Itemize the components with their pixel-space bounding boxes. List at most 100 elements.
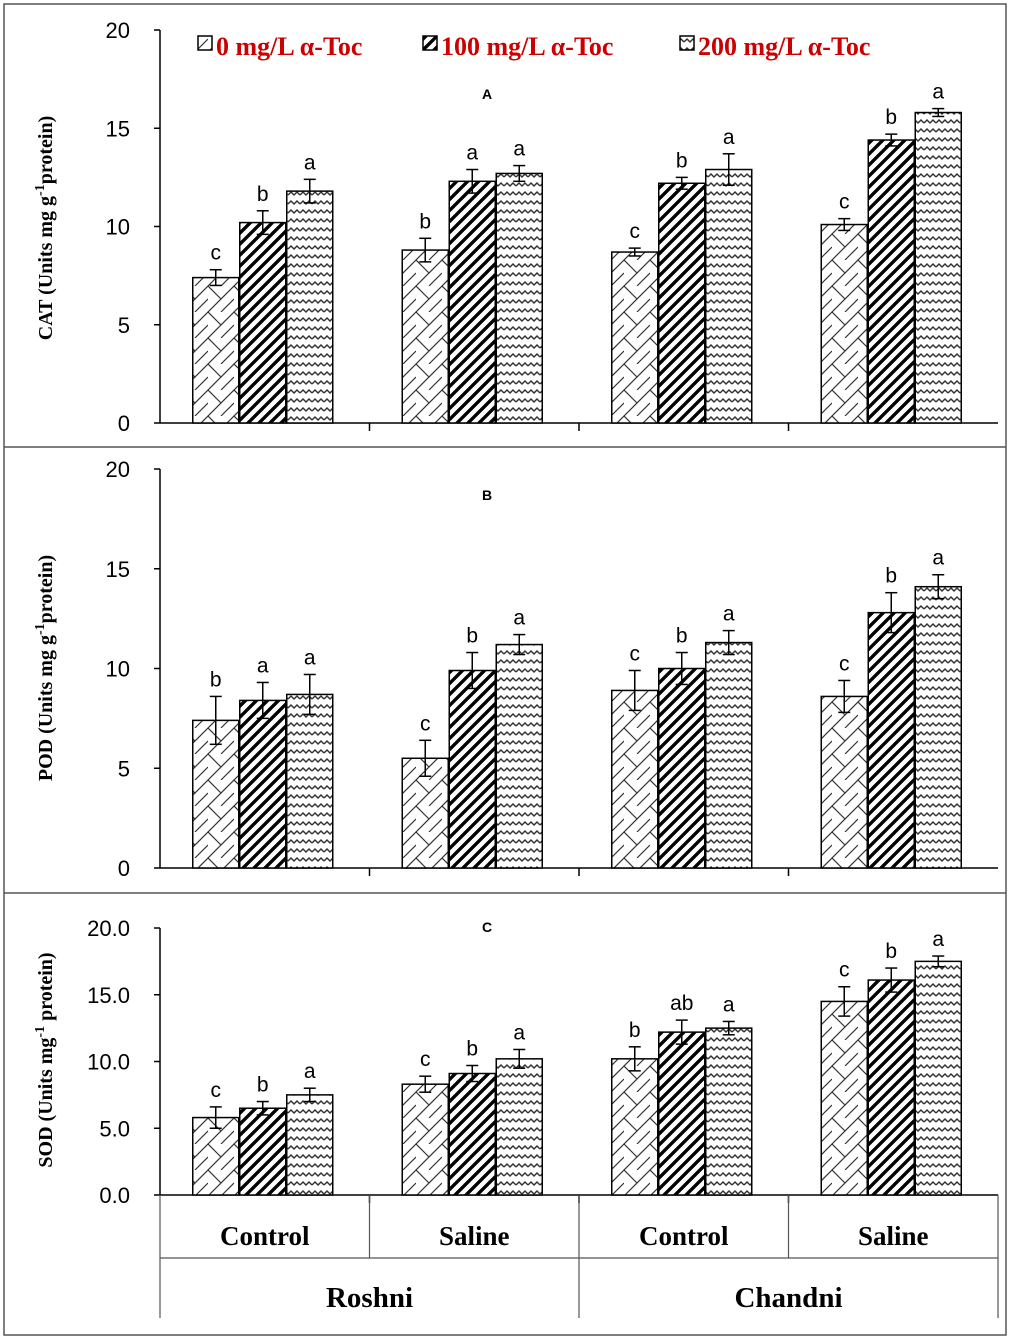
y-tick-label: 15.0 [87,983,130,1008]
bar [239,1107,287,1196]
y-axis-label-tail: protein) [35,555,57,624]
figure-frame [3,3,1007,1336]
y-axis-label-tail: protein) [35,116,57,185]
y-tick-label: 10 [106,657,130,682]
cultivar-label: Roshni [326,1282,413,1314]
y-axis-label-superscript: -1 [33,1026,48,1038]
panel-letter: C [482,919,492,935]
bar [401,249,449,424]
bar [286,190,334,424]
significance-letter: c [630,220,641,243]
legend-swatch [422,35,438,51]
bar [820,223,868,424]
y-tick-label: 10.0 [87,1050,130,1075]
significance-letter: a [932,81,944,104]
bar [705,641,753,869]
significance-letter: a [513,607,525,630]
bar [867,979,915,1196]
bar [611,251,659,424]
bar [401,1083,449,1196]
panel-letter: B [482,487,492,503]
bar [705,1027,753,1196]
y-tick-label: 20.0 [87,916,130,941]
significance-letter: b [676,149,688,172]
y-axis-label-superscript: -1 [33,184,48,196]
significance-letter: ab [670,992,693,1015]
bar [914,585,962,869]
legend: 0 mg/L α-Toc 100 mg/L α-Toc 200 mg/L α-Toc [197,32,870,61]
bar [658,1031,706,1196]
y-tick-label: 0 [118,411,130,436]
legend-swatch [679,35,695,51]
legend-label: 0 mg/L α-Toc [216,32,362,61]
bar [867,139,915,424]
y-tick-label: 20 [106,457,130,482]
treatment-label: Control [639,1221,729,1251]
significance-letter: a [304,646,316,669]
bar [820,1000,868,1196]
bar [495,172,543,424]
significance-letter: c [420,712,431,735]
significance-letter: a [723,603,735,626]
panel-b: 0 5 10 15 20 POD (Units mg g-1protein) Bb c c c a b… [33,457,998,881]
significance-letter: a [513,138,525,161]
significance-letter: c [211,242,222,265]
significance-letter: b [676,625,688,648]
panel-letter: A [482,86,492,102]
treatment-label: Saline [858,1221,929,1251]
y-axis-label: CAT (Units mg g-1protein) [33,116,57,340]
y-axis-label-tail: protein) [35,952,57,1026]
bar [448,669,496,869]
bar [192,276,240,424]
significance-letter: a [466,142,478,165]
y-axis-label: POD (Units mg g-1protein) [33,555,57,781]
significance-letter: a [257,654,269,677]
legend-swatch [197,35,213,51]
treatment-label: Control [220,1221,310,1251]
y-tick-label: 5 [118,756,130,781]
y-tick-label: 0 [118,856,130,881]
bar [448,1072,496,1196]
y-tick-label: 15 [106,116,130,141]
y-tick-label: 0.0 [99,1183,130,1208]
panel-a: 0 5 10 15 20 CAT (Units mg g-1protein) Ac b c c b a… [33,18,998,436]
significance-letter: a [932,928,944,951]
y-axis-label-main: SOD (Units mg [35,1038,57,1168]
significance-letter: b [629,1019,641,1042]
significance-letter: b [257,1074,269,1097]
significance-letter: b [210,668,222,691]
significance-letter: b [466,625,478,648]
bar [914,111,962,424]
significance-letter: b [885,940,897,963]
significance-letter: b [466,1038,478,1061]
y-tick-label: 5.0 [99,1116,130,1141]
bar [705,168,753,424]
significance-letter: a [304,1060,316,1083]
significance-letter: a [723,993,735,1016]
legend-label: 200 mg/L α-Toc [698,32,870,61]
bar [611,1058,659,1196]
bar [611,689,659,869]
significance-letter: b [257,183,269,206]
y-axis-label-main: POD (Units mg g [35,635,57,781]
bar [495,1058,543,1196]
significance-letter: b [885,106,897,129]
outer-border [3,3,1007,1336]
bar [239,699,287,869]
bar [286,1094,334,1196]
y-axis-label-superscript: -1 [33,623,48,635]
bar [239,221,287,424]
bar [286,693,334,869]
significance-letter: b [419,210,431,233]
significance-letter: c [839,652,850,675]
y-tick-label: 5 [118,313,130,338]
bar [495,643,543,869]
panel-c: 0.0 5.0 10.0 15.0 20.0 SOD (Units mg-1 protei… [33,916,998,1208]
bar [192,1116,240,1196]
significance-letter: b [885,565,897,588]
legend-label: 100 mg/L α-Toc [441,32,613,61]
significance-letter: a [513,1021,525,1044]
y-tick-label: 15 [106,557,130,582]
significance-letter: c [630,642,641,665]
